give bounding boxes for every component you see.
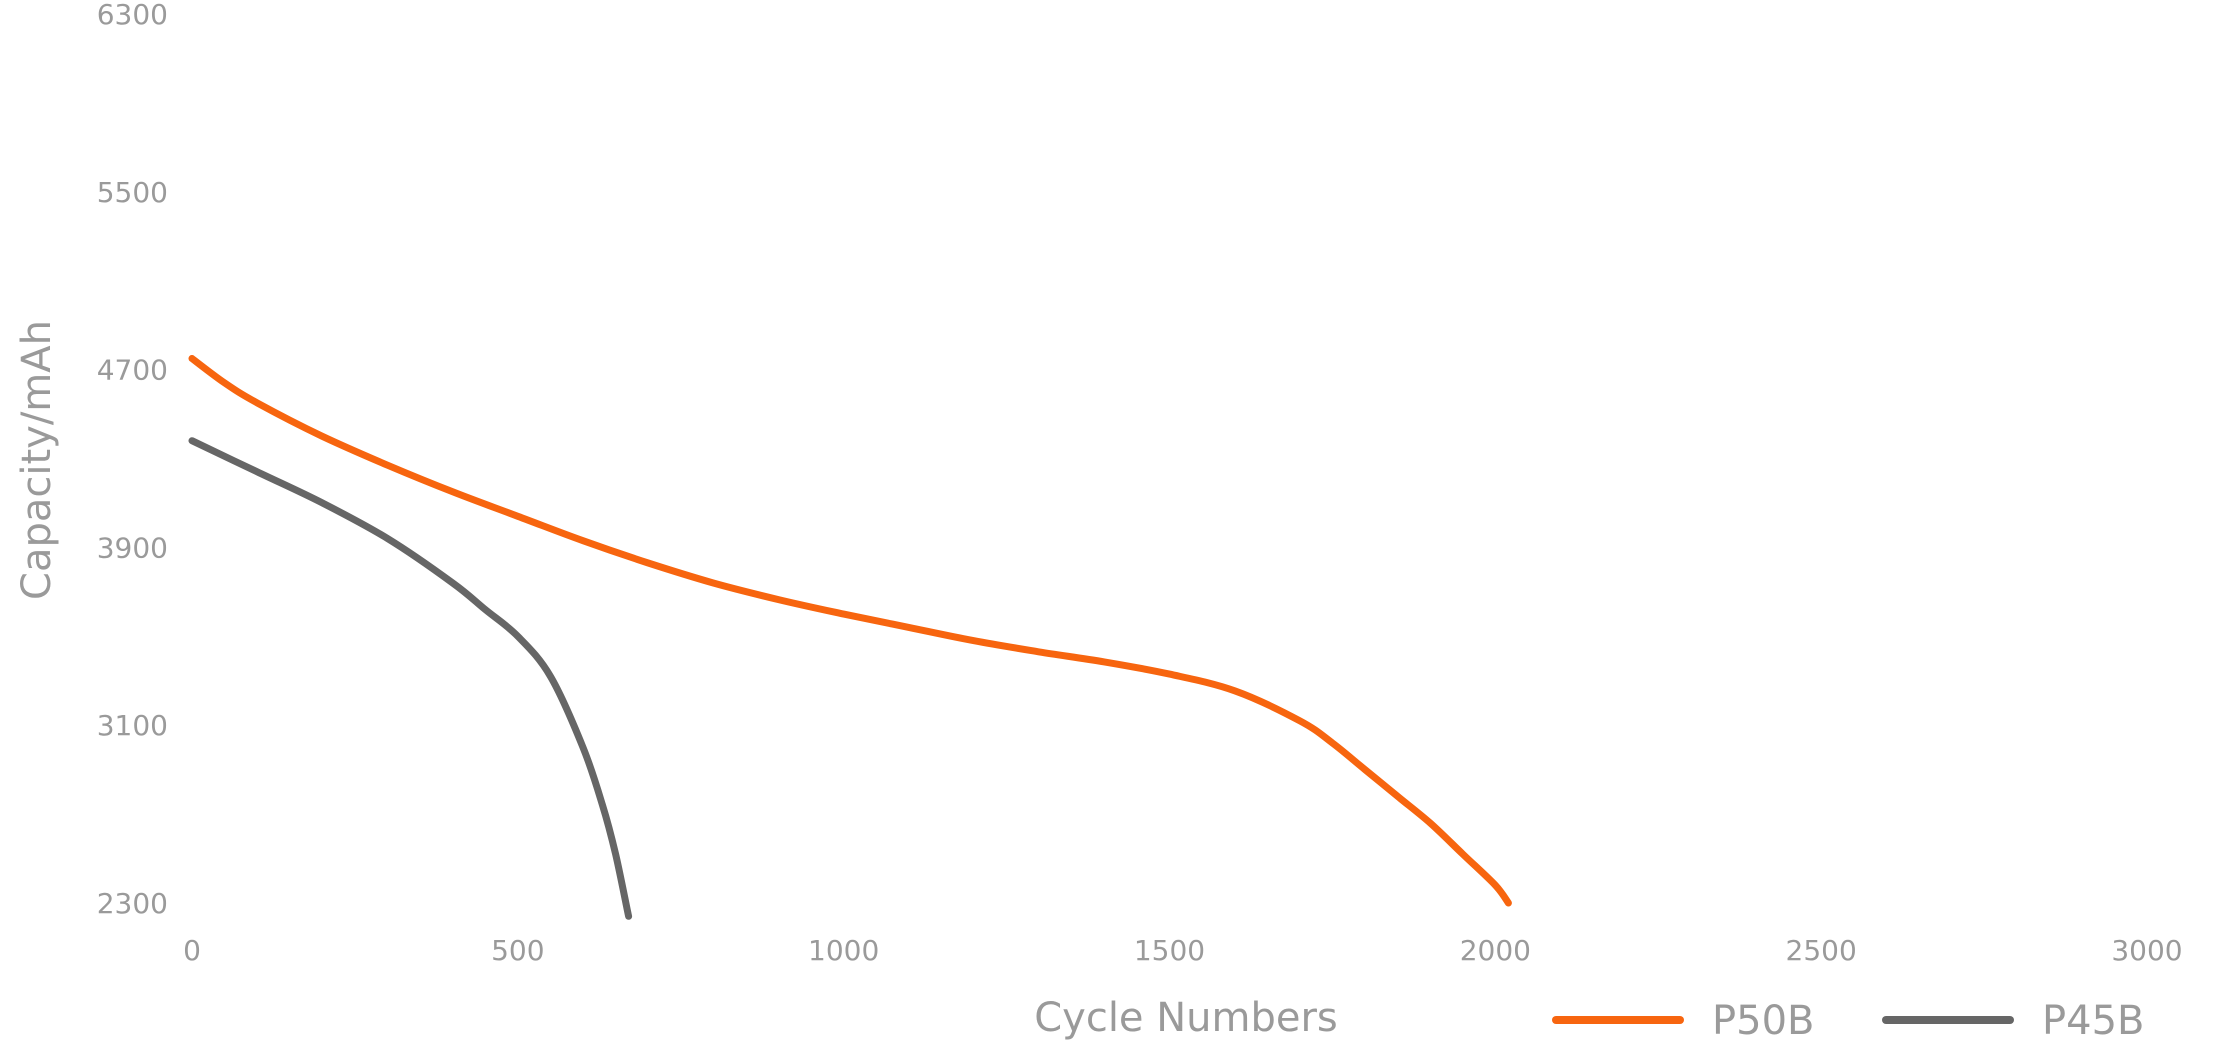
legend: P50B P45B <box>1552 998 2144 1040</box>
y-tick-label: 3900 <box>97 531 168 564</box>
x-axis-title: Cycle Numbers <box>1034 995 1338 1040</box>
y-axis-title: Capacity/mAh <box>14 320 60 600</box>
x-tick-label: 2500 <box>1786 934 1857 967</box>
y-tick-label: 4700 <box>97 354 168 387</box>
x-tick-label: 500 <box>491 934 544 967</box>
legend-label-p45b: P45B <box>2042 998 2144 1040</box>
x-tick-label: 1000 <box>808 934 879 967</box>
y-tick-label: 6300 <box>97 0 168 31</box>
series-line-p45b <box>188 437 633 920</box>
y-tick-label: 5500 <box>97 176 168 209</box>
y-tick-label: 2300 <box>97 887 168 920</box>
x-tick-label: 3000 <box>2111 934 2182 967</box>
series-lines <box>188 355 1512 920</box>
legend-label-p50b: P50B <box>1712 998 1814 1040</box>
series-line-p50b <box>188 355 1512 907</box>
x-tick-label: 1500 <box>1134 934 1205 967</box>
x-tick-label: 2000 <box>1460 934 1531 967</box>
x-tick-label: 0 <box>183 934 201 967</box>
y-tick-label: 3100 <box>97 709 168 742</box>
x-axis-ticks: 0 500 1000 1500 2000 2500 3000 <box>183 934 2183 967</box>
y-axis-ticks: 2300 3100 3900 4700 5500 6300 <box>97 0 168 920</box>
